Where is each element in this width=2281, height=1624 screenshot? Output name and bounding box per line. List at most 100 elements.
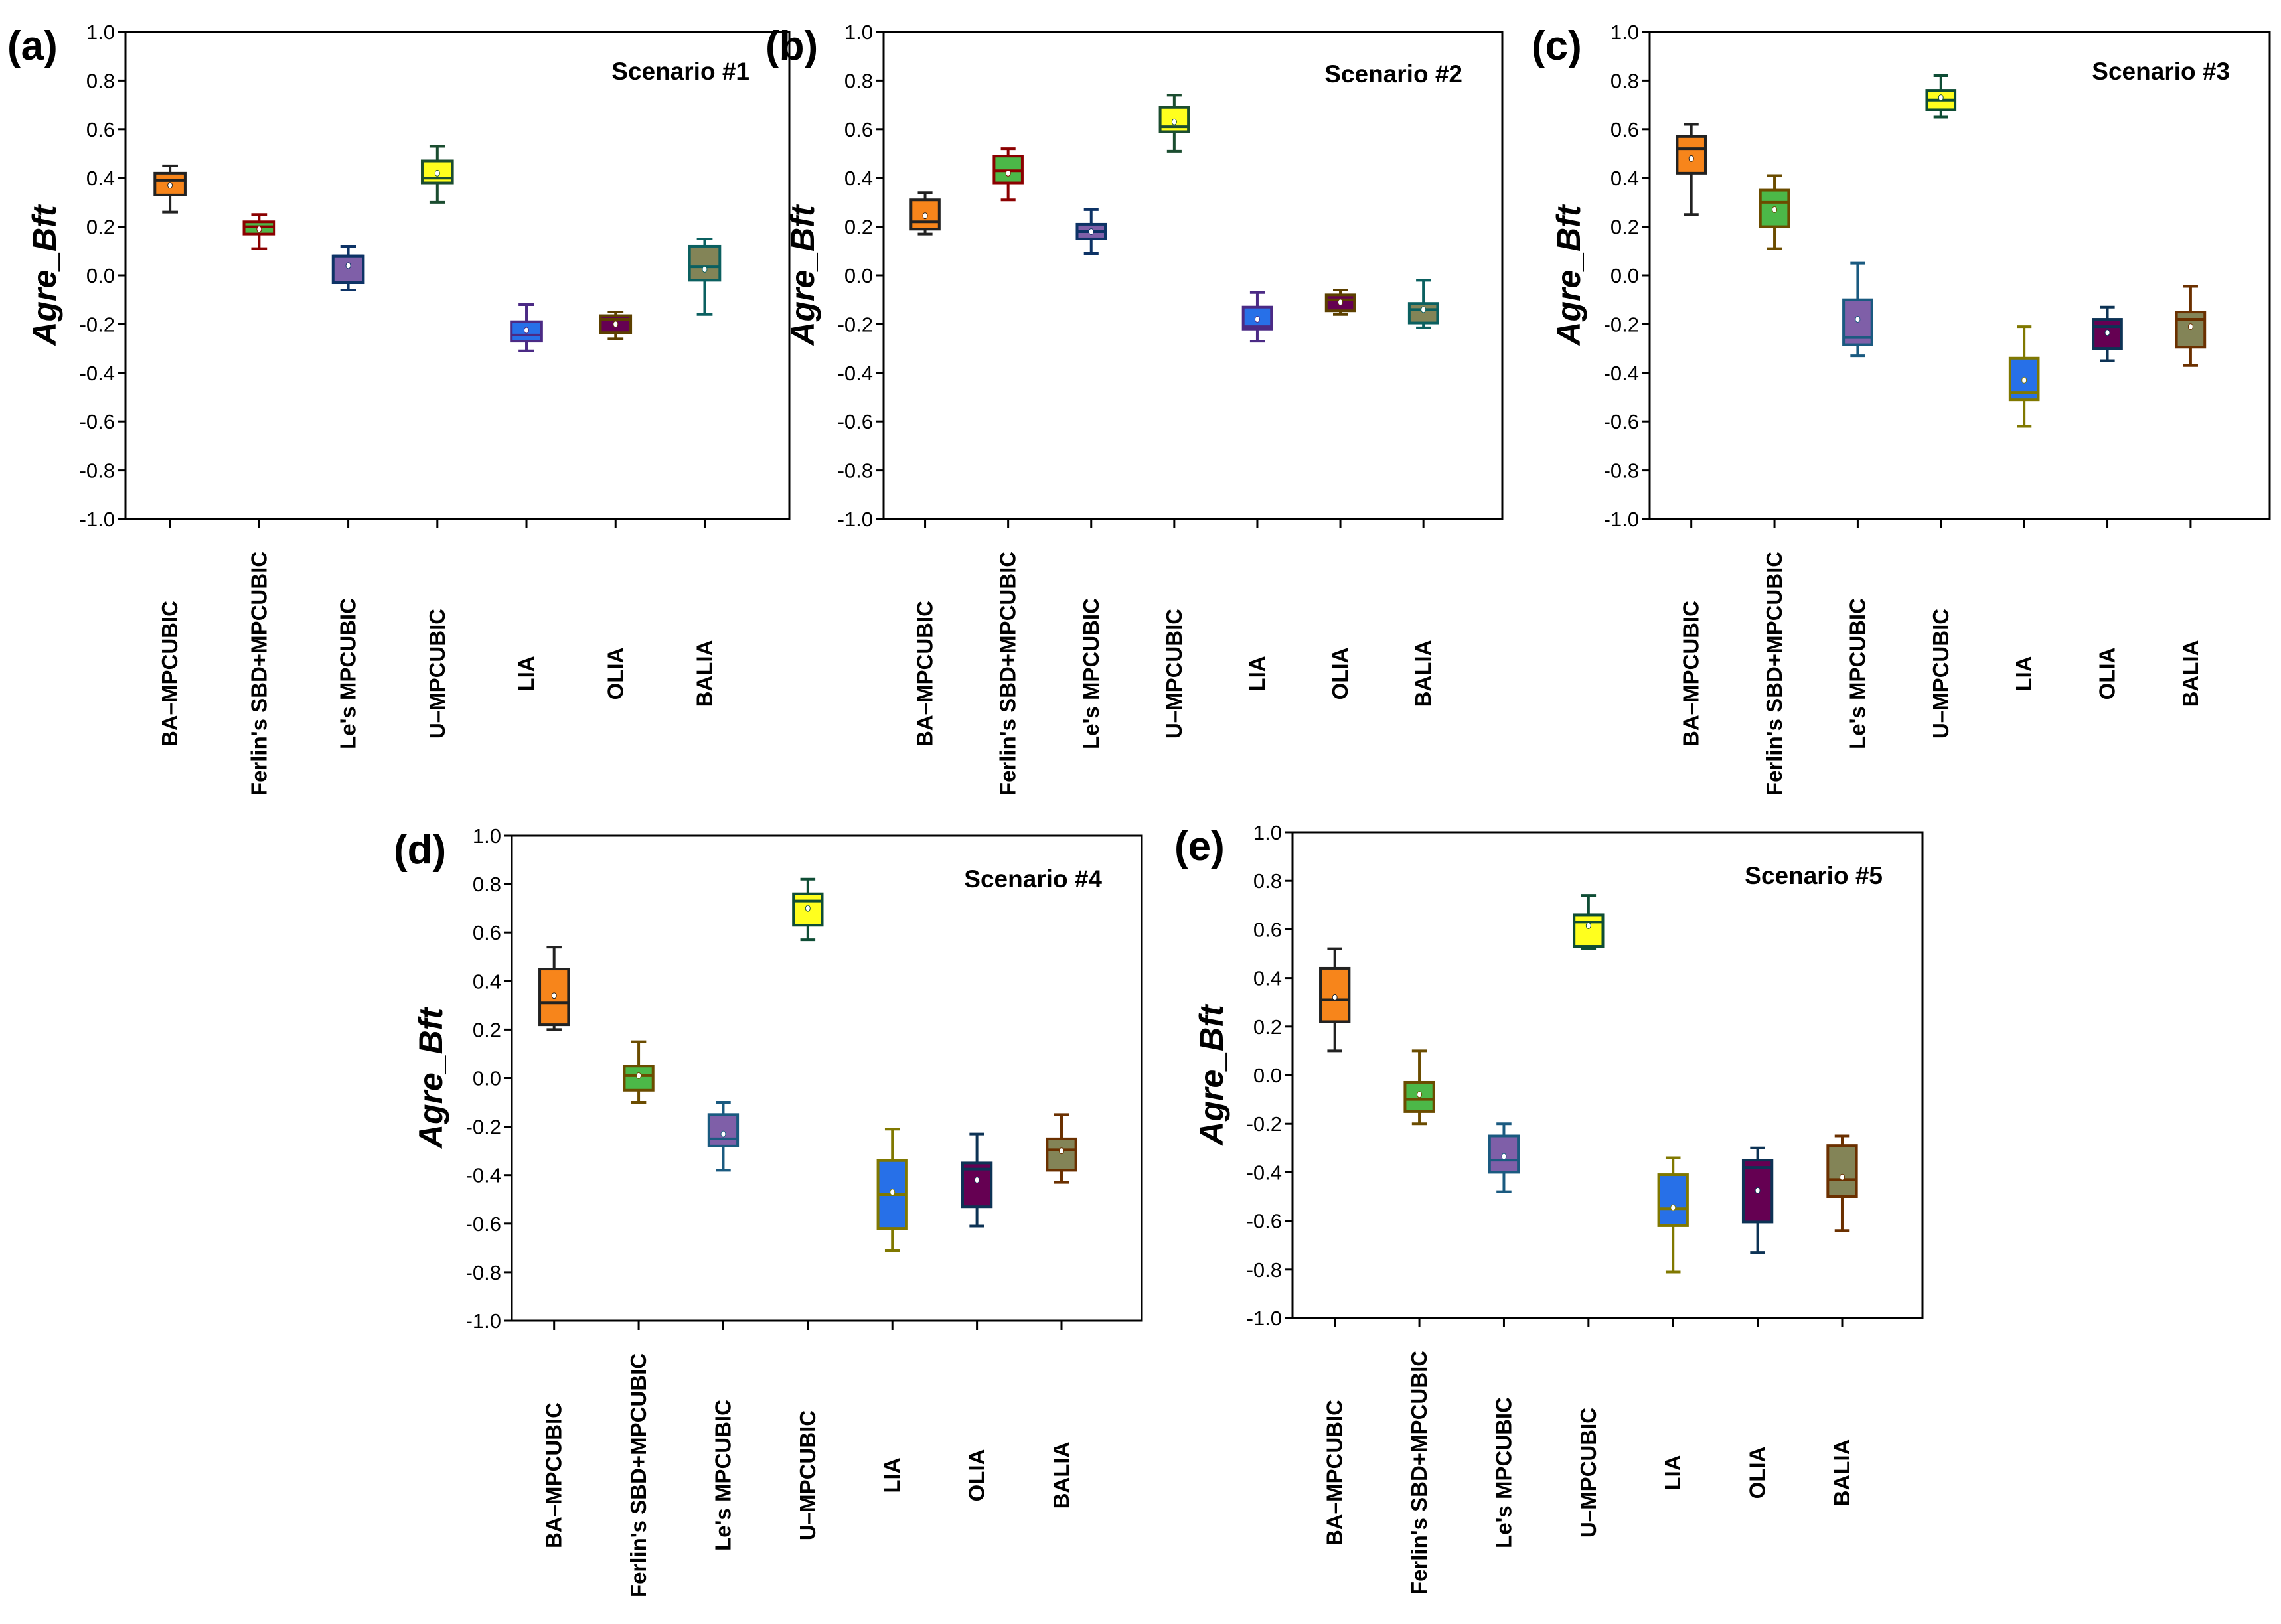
- y-tick-label: -0.8: [838, 459, 873, 482]
- mean-marker: [636, 1072, 642, 1079]
- x-tick-label: U–MPCUBIC: [425, 609, 449, 739]
- mean-marker: [922, 212, 928, 220]
- plot-frame: [882, 31, 1504, 520]
- panel-label: (a): [7, 23, 58, 69]
- y-tick-label: -0.8: [466, 1261, 501, 1284]
- x-tick-label: Ferlin's SBD+MPCUBIC: [246, 552, 271, 796]
- box-iqr: [331, 254, 365, 285]
- mean-marker: [1417, 1091, 1423, 1098]
- box-1: [992, 147, 1024, 202]
- x-tick-label: OLIA: [1328, 648, 1352, 700]
- x-tick-label: U–MPCUBIC: [795, 1410, 820, 1540]
- mean-marker: [1855, 316, 1861, 323]
- box-iqr: [2092, 318, 2123, 350]
- box-iqr: [1046, 1137, 1077, 1172]
- y-tick-label: 0.6: [86, 118, 115, 141]
- box-iqr: [1573, 913, 1605, 948]
- mean-marker: [1755, 1187, 1761, 1194]
- y-tick-label: 0.0: [844, 264, 873, 287]
- x-tick-label: LIA: [1245, 656, 1269, 691]
- y-tick-label: 0.2: [86, 216, 115, 239]
- mean-marker: [702, 265, 708, 273]
- plot-frame: [1648, 31, 2271, 520]
- box-3: [1925, 74, 1957, 119]
- plot-frame: [511, 834, 1143, 1322]
- y-tick-label: -0.4: [80, 362, 115, 385]
- y-tick-label: 1.0: [86, 21, 115, 44]
- y-tick-label: -0.4: [1604, 362, 1639, 385]
- panel-label: (b): [765, 23, 818, 69]
- x-tick-label: BA–MPCUBIC: [542, 1402, 566, 1548]
- x-tick-label: U–MPCUBIC: [1162, 609, 1186, 739]
- y-tick-label: -0.8: [1604, 459, 1639, 482]
- x-tick-label: U–MPCUBIC: [1576, 1408, 1601, 1538]
- box-5: [2092, 305, 2123, 362]
- box-4: [876, 1128, 908, 1252]
- x-tick-label: BA–MPCUBIC: [157, 601, 182, 747]
- y-tick-label: -0.6: [838, 410, 873, 433]
- y-tick-label: 0.8: [1253, 869, 1282, 893]
- mean-marker: [1088, 228, 1094, 235]
- box-3: [792, 877, 824, 942]
- box-1: [242, 213, 276, 250]
- mean-marker: [890, 1189, 896, 1196]
- chart-panel-2: 1.0 0.8 0.6 0.4 0.2 0.0 -0.2 -0.4 -0.6 -0.8 -1.0 BA…: [1532, 21, 2271, 796]
- y-axis-label: Agre_Bft: [412, 1007, 449, 1149]
- mean-marker: [2187, 323, 2193, 331]
- box-0: [153, 164, 187, 214]
- box-5: [961, 1132, 993, 1228]
- x-tick-label: BALIA: [2178, 640, 2203, 707]
- box-1: [623, 1040, 655, 1104]
- chart-title: Scenario #3: [2092, 58, 2230, 85]
- mean-marker: [1338, 299, 1344, 306]
- x-tick-label: Le's MPCUBIC: [710, 1400, 735, 1551]
- mean-marker: [1585, 922, 1591, 929]
- y-tick-label: -0.6: [1247, 1210, 1282, 1233]
- mean-marker: [613, 321, 619, 328]
- box-0: [1319, 947, 1351, 1053]
- box-5: [1324, 289, 1356, 316]
- mean-marker: [1839, 1173, 1845, 1181]
- y-tick-label: -1.0: [466, 1309, 501, 1333]
- x-tick-label: BALIA: [1830, 1439, 1854, 1507]
- y-tick-label: 0.0: [1253, 1064, 1282, 1087]
- mean-marker: [434, 169, 440, 177]
- y-tick-label: -0.6: [466, 1213, 501, 1236]
- y-tick-label: -0.4: [1247, 1161, 1282, 1184]
- y-axis-label: Agre_Bft: [1550, 204, 1587, 346]
- mean-marker: [1501, 1153, 1507, 1160]
- y-tick-label: 1.0: [844, 21, 873, 44]
- box-3: [420, 145, 454, 204]
- mean-marker: [1254, 316, 1260, 323]
- x-tick-label: Le's MPCUBIC: [1079, 598, 1103, 749]
- y-tick-label: -0.2: [1247, 1112, 1282, 1136]
- mean-marker: [2021, 376, 2027, 384]
- y-tick-label: 0.8: [473, 873, 501, 896]
- y-tick-label: 0.2: [1611, 216, 1639, 239]
- mean-marker: [1688, 155, 1694, 162]
- x-tick-label: Ferlin's SBD+MPCUBIC: [1762, 552, 1786, 796]
- chart-title: Scenario #4: [964, 865, 1102, 893]
- y-tick-label: 0.2: [1253, 1015, 1282, 1039]
- y-axis-label: Agre_Bft: [784, 204, 821, 346]
- mean-marker: [1005, 169, 1011, 177]
- y-tick-label: 0.8: [844, 69, 873, 92]
- y-tick-label: 0.2: [844, 216, 873, 239]
- box-iqr: [707, 1113, 740, 1147]
- box-3: [1573, 894, 1605, 950]
- mean-marker: [805, 905, 811, 912]
- x-tick-label: OLIA: [603, 648, 627, 700]
- box-3: [1158, 94, 1190, 153]
- mean-marker: [974, 1177, 980, 1184]
- box-0: [538, 946, 570, 1031]
- box-2: [1075, 208, 1107, 255]
- x-tick-label: OLIA: [965, 1449, 989, 1502]
- x-tick-label: LIA: [514, 656, 538, 691]
- y-tick-label: -0.2: [466, 1116, 501, 1139]
- mean-marker: [345, 262, 351, 269]
- box-1: [1403, 1049, 1435, 1126]
- box-5: [599, 311, 633, 340]
- y-tick-label: 0.6: [1611, 118, 1639, 141]
- y-tick-label: 0.4: [844, 167, 873, 190]
